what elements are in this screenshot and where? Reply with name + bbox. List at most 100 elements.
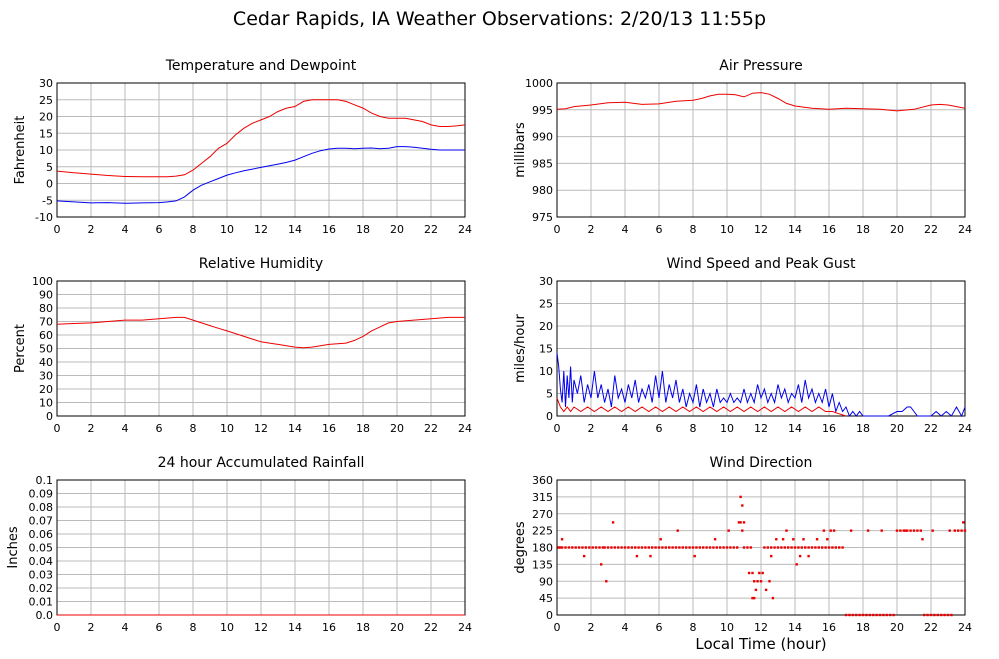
data-point <box>851 613 854 617</box>
data-point <box>810 546 814 549</box>
y-tick-label: 25 <box>539 298 553 311</box>
data-point <box>736 546 739 549</box>
x-tick-label: 10 <box>220 223 234 236</box>
x-tick-label: 22 <box>924 422 938 435</box>
data-point <box>577 546 581 549</box>
plot-frame <box>56 280 466 417</box>
data-point <box>868 613 871 617</box>
x-tick-label: 2 <box>588 223 595 236</box>
data-point <box>814 546 817 549</box>
data-point <box>865 613 868 617</box>
data-point <box>635 554 639 558</box>
x-tick-label: 10 <box>720 223 734 236</box>
y-tick-label: 135 <box>532 558 553 571</box>
data-point <box>904 529 907 532</box>
data-point <box>657 546 661 549</box>
y-tick-label: 45 <box>539 592 553 605</box>
data-point <box>834 546 837 549</box>
plot-frame <box>556 82 966 218</box>
data-point <box>829 529 832 532</box>
y-tick-label: 0.01 <box>29 596 54 609</box>
chart-title: 24 hour Accumulated Rainfall <box>158 455 365 471</box>
x-tick-label: 12 <box>254 223 268 236</box>
y-tick-label: 0.0 <box>36 609 54 622</box>
x-tick-label: 12 <box>754 223 768 236</box>
x-tick-label: 8 <box>190 223 197 236</box>
y-tick-label: 0.05 <box>29 542 54 555</box>
y-tick-label: 20 <box>39 383 53 396</box>
y-tick-label: 5 <box>46 161 53 174</box>
data-point <box>787 546 790 549</box>
data-point <box>574 546 577 549</box>
data-point <box>885 613 888 617</box>
data-point <box>754 588 758 592</box>
y-tick-label: 50 <box>39 343 53 356</box>
data-point <box>712 546 715 549</box>
plot-frame <box>556 280 966 417</box>
data-point <box>948 529 951 532</box>
data-point <box>741 504 744 507</box>
y-axis-label: millibars <box>513 122 528 178</box>
x-tick-label: 16 <box>322 422 336 435</box>
data-point <box>620 546 623 549</box>
data-point <box>880 529 883 532</box>
series-line-0 <box>556 352 966 418</box>
data-point <box>931 529 934 532</box>
data-point <box>962 521 965 524</box>
x-tick-label: 0 <box>554 621 561 634</box>
data-point <box>691 546 695 549</box>
x-tick-label: 8 <box>190 422 197 435</box>
x-tick-label: 14 <box>288 422 302 435</box>
x-tick-label: 18 <box>356 621 370 634</box>
x-axis-label: Local Time (hour) <box>695 635 827 653</box>
data-point <box>634 546 637 549</box>
y-tick-label: 100 <box>32 275 53 288</box>
series-line-0 <box>56 99 466 178</box>
data-point <box>770 554 773 558</box>
x-tick-label: 20 <box>390 422 404 435</box>
x-tick-label: 22 <box>424 621 438 634</box>
data-point <box>747 571 751 575</box>
chart-title: Wind Speed and Peak Gust <box>667 256 856 272</box>
x-tick-label: 22 <box>924 621 938 634</box>
data-point <box>902 529 905 532</box>
data-point <box>613 546 616 549</box>
x-tick-label: 4 <box>122 223 129 236</box>
data-point <box>742 521 746 524</box>
data-point <box>872 613 875 617</box>
data-point <box>882 613 885 617</box>
data-point <box>640 546 644 549</box>
data-point <box>960 529 963 532</box>
data-point <box>685 546 688 549</box>
y-tick-label: 90 <box>39 289 53 302</box>
x-tick-label: 2 <box>88 422 95 435</box>
y-tick-label: 30 <box>39 77 53 90</box>
data-point <box>783 546 786 549</box>
data-point <box>963 529 967 532</box>
y-tick-label: 15 <box>539 343 553 356</box>
x-tick-label: 10 <box>220 621 234 634</box>
data-point <box>773 546 776 549</box>
x-tick-label: 0 <box>54 621 61 634</box>
data-point <box>600 563 603 566</box>
data-point <box>584 546 588 549</box>
data-point <box>831 546 834 549</box>
data-point <box>739 495 742 499</box>
data-point <box>601 546 605 549</box>
series-line-1 <box>556 397 847 417</box>
data-point <box>943 613 946 617</box>
y-tick-label: 0.06 <box>29 528 54 541</box>
data-point <box>841 546 844 549</box>
data-point <box>688 546 691 549</box>
data-point <box>855 613 858 617</box>
data-point <box>822 529 826 532</box>
data-point <box>821 546 824 549</box>
page-title: Cedar Rapids, IA Weather Observations: 2… <box>232 8 767 30</box>
data-point <box>817 546 820 549</box>
data-point <box>776 546 780 549</box>
x-tick-label: 24 <box>458 223 472 236</box>
y-tick-label: -10 <box>35 211 53 224</box>
data-point <box>581 546 584 549</box>
